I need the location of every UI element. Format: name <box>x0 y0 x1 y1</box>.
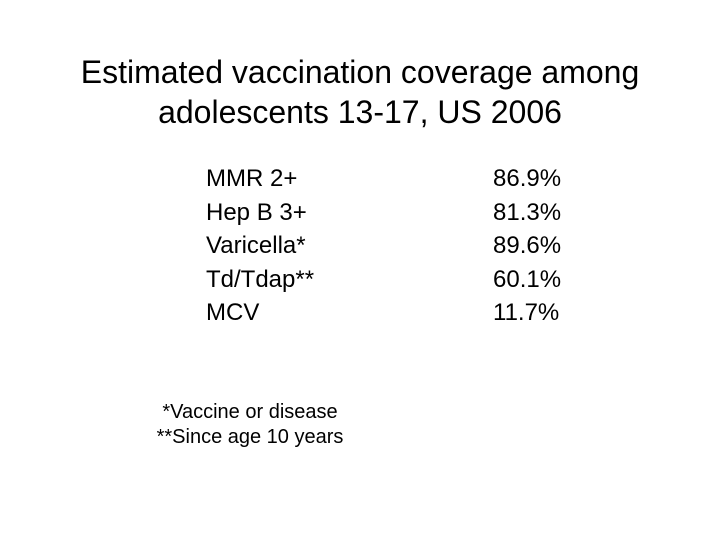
coverage-value: 11.7% <box>493 299 560 326</box>
vaccine-label: Td/Tdap** <box>206 265 315 293</box>
vaccine-label: MCV <box>206 299 260 326</box>
coverage-list: 86.9% 81.3% 89.6% 60.1% 11.7% <box>493 162 561 330</box>
footnotes: *Vaccine or disease **Since age 10 years <box>120 400 380 450</box>
coverage-value: 89.6% <box>493 232 562 259</box>
vaccine-list: MMR 2+ Hep B 3+ Varicella* Td/Tdap** MCV <box>206 162 314 330</box>
vaccine-label: Hep B 3+ <box>206 198 307 226</box>
coverage-value: 86.9% <box>493 165 562 192</box>
coverage-value: 60.1% <box>493 265 562 293</box>
vaccine-label: MMR 2+ <box>206 165 298 192</box>
slide-title: Estimated vaccination coverage among ado… <box>0 52 720 132</box>
title-line-2: adolescents 13-17, US 2006 <box>158 94 562 130</box>
vaccine-label: Varicella* <box>206 232 306 259</box>
footnote: **Since age 10 years <box>156 426 344 448</box>
footnote: *Vaccine or disease <box>162 401 338 423</box>
title-line-1: Estimated vaccination coverage among <box>80 54 640 90</box>
coverage-value: 81.3% <box>493 198 562 226</box>
